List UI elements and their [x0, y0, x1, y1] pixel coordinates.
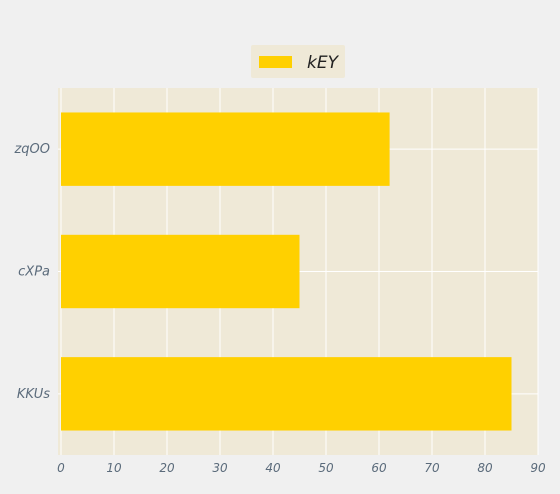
- bar-cXPa: [61, 234, 300, 309]
- bar-zqOO: [61, 112, 390, 186]
- x-tick-label: 60: [371, 461, 387, 475]
- legend: kEY: [251, 45, 345, 78]
- bars: [61, 112, 512, 431]
- x-tick-label: 50: [318, 461, 334, 475]
- x-tick-label: 70: [424, 461, 440, 475]
- x-tick-labels: 0 10 20 30 40 50 60 70 80 90: [57, 461, 546, 475]
- x-tick-label: 40: [265, 461, 281, 475]
- y-tick-label: cXPa: [18, 265, 50, 280]
- x-tick-label: 90: [530, 461, 546, 475]
- x-tick-label: 30: [212, 461, 228, 475]
- x-tick-label: 0: [57, 461, 65, 475]
- y-tick-label: KKUs: [17, 387, 50, 402]
- legend-box: [251, 45, 345, 78]
- y-tick-label: zqOO: [13, 142, 50, 157]
- x-tick-label: 10: [106, 461, 122, 475]
- legend-swatch: [259, 56, 292, 68]
- legend-label: kEY: [307, 53, 340, 73]
- y-tick-labels: KKUs cXPa zqOO: [13, 142, 50, 402]
- bar-KKUs: [61, 357, 512, 431]
- x-tick-label: 80: [477, 461, 493, 475]
- x-tick-label: 20: [159, 461, 175, 475]
